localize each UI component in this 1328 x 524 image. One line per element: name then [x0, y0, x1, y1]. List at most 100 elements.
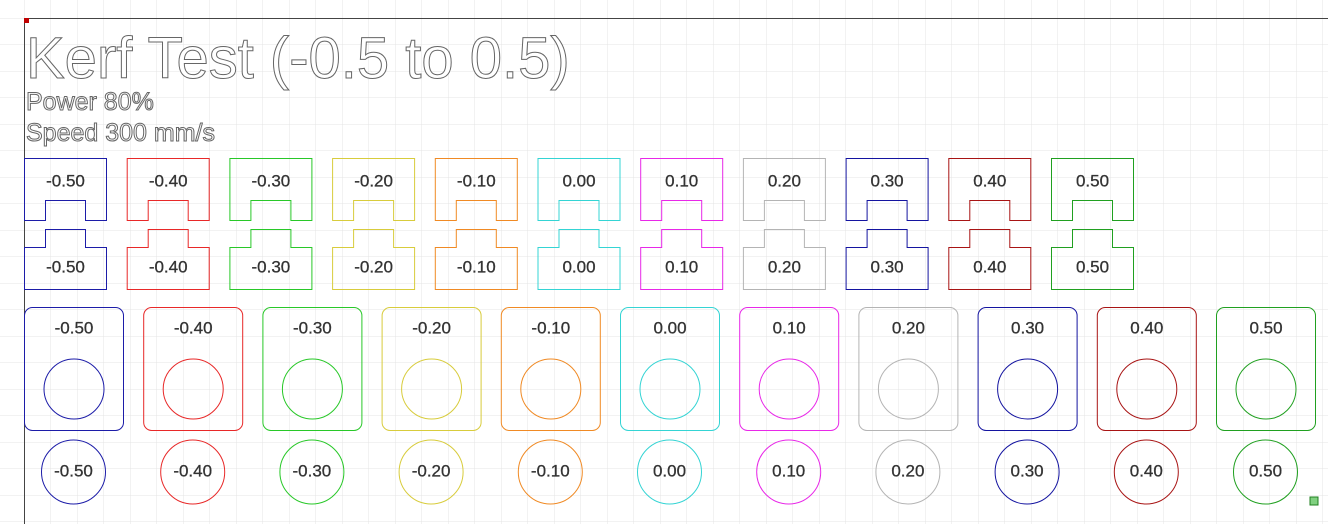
slot-label: -0.20 [354, 171, 393, 190]
slot-shape [434, 158, 518, 221]
tab-label: -0.30 [252, 257, 291, 276]
slot-shape [742, 158, 826, 221]
hole-label: -0.30 [293, 318, 332, 337]
tab-label: 0.20 [768, 257, 801, 276]
disc-label: 0.00 [653, 461, 686, 480]
hole-square [381, 307, 482, 431]
hole-circle [758, 358, 820, 420]
slot-label: 0.00 [562, 171, 595, 190]
disc [41, 439, 106, 505]
slot-label: -0.40 [149, 171, 188, 190]
hole-circle [520, 358, 582, 420]
disc-label: -0.40 [173, 461, 212, 480]
tab-shape [742, 229, 826, 290]
slot-shape [1051, 158, 1134, 221]
hole-label: -0.10 [531, 318, 570, 337]
hole-label: -0.50 [55, 318, 94, 337]
tab-shape [229, 229, 313, 290]
tab-shape [640, 229, 724, 290]
tab-shape [1051, 229, 1134, 290]
disc-label: 0.40 [1130, 461, 1163, 480]
disc [398, 439, 464, 505]
hole-label: -0.20 [412, 318, 451, 337]
tab-shape [845, 229, 929, 290]
disc [517, 439, 583, 505]
hole-square [500, 307, 601, 431]
slot-label: 0.50 [1076, 171, 1109, 190]
hole-circle [401, 358, 463, 420]
test-shapes: -0.50 -0.50 -0.50 -0.50 -0.40 -0.40 -0.40 -0.40… [24, 158, 1316, 505]
hole-label: 0.40 [1130, 318, 1163, 337]
hole-square [143, 307, 244, 431]
hole-label: 0.10 [773, 318, 806, 337]
slot-shape [229, 158, 313, 221]
tab-label: 0.30 [871, 257, 904, 276]
tab-shape [537, 229, 621, 290]
hole-square [1096, 307, 1197, 431]
tab-label: 0.00 [562, 257, 595, 276]
hole-circle [1235, 358, 1297, 420]
hole-label: -0.40 [174, 318, 213, 337]
hole-square [24, 307, 124, 431]
tab-label: -0.40 [149, 257, 188, 276]
disc [637, 439, 702, 505]
disc-label: -0.50 [54, 461, 93, 480]
slot-label: -0.10 [457, 171, 496, 190]
slot-label: 0.20 [768, 171, 801, 190]
hole-square [977, 307, 1078, 431]
hole-label: 0.50 [1249, 318, 1282, 337]
disc [756, 439, 822, 505]
hole-label: 0.00 [653, 318, 686, 337]
disc-label: 0.30 [1011, 461, 1044, 480]
hole-circle [1116, 358, 1178, 420]
slot-shape [845, 158, 929, 221]
slot-label: 0.30 [871, 171, 904, 190]
slot-label: -0.30 [252, 171, 291, 190]
hole-square [858, 307, 959, 431]
disc [1113, 439, 1179, 505]
tab-label: -0.50 [46, 257, 85, 276]
hole-square [1216, 307, 1316, 431]
slot-label: 0.40 [973, 171, 1006, 190]
tab-shape [24, 229, 107, 290]
hole-square [262, 307, 363, 431]
hole-circle [43, 358, 105, 420]
disc-label: -0.30 [293, 461, 332, 480]
hole-circle [639, 358, 701, 420]
power-text: Power 80% [26, 88, 154, 116]
slot-label: 0.10 [665, 171, 698, 190]
slot-shape [332, 158, 416, 221]
tab-label: -0.20 [354, 257, 393, 276]
disc [875, 439, 941, 505]
tab-shape [126, 229, 210, 290]
slot-shape [948, 158, 1032, 221]
hole-circle [281, 358, 343, 420]
slot-label: -0.50 [46, 171, 85, 190]
disc-label: -0.10 [531, 461, 570, 480]
hole-label: 0.20 [892, 318, 925, 337]
laser-position [1309, 496, 1319, 506]
slot-shape [24, 158, 107, 221]
slot-shape [537, 158, 621, 221]
hole-square [620, 307, 720, 431]
hole-label: 0.30 [1011, 318, 1044, 337]
tab-label: 0.40 [973, 257, 1006, 276]
disc [160, 439, 226, 505]
speed-text: Speed 300 mm/s [26, 119, 215, 147]
disc [994, 439, 1060, 505]
hole-circle [162, 358, 224, 420]
disc [1233, 439, 1298, 505]
tab-label: 0.50 [1076, 257, 1109, 276]
tab-shape [332, 229, 416, 290]
origin-marker [24, 18, 29, 23]
tab-shape [434, 229, 518, 290]
disc-label: -0.20 [412, 461, 451, 480]
hole-circle [997, 358, 1059, 420]
hole-square [739, 307, 840, 431]
tab-label: -0.10 [457, 257, 496, 276]
tab-label: 0.10 [665, 257, 698, 276]
title: Kerf Test (-0.5 to 0.5) [26, 26, 570, 91]
disc-label: 0.50 [1249, 461, 1282, 480]
